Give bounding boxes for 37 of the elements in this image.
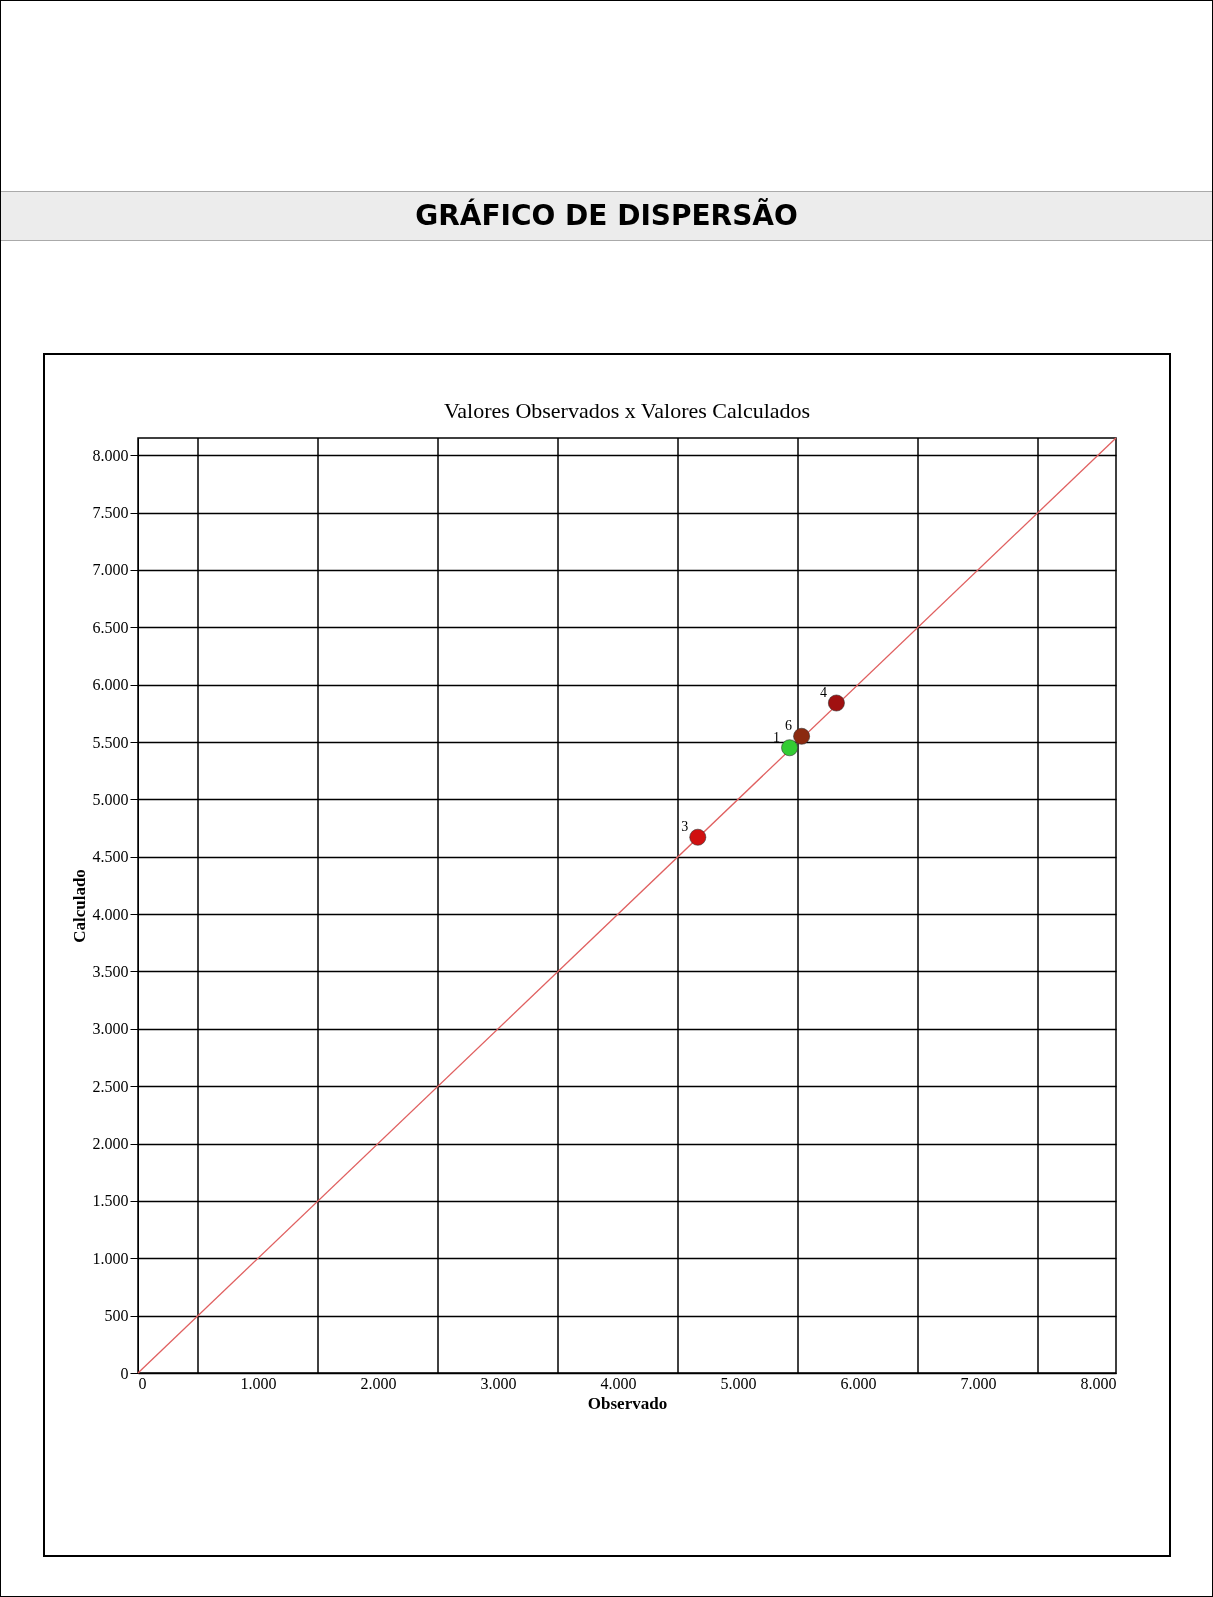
y-tick-label: 5.000 — [92, 790, 129, 808]
y-tick-label: 7.000 — [92, 561, 129, 579]
y-tick-label: 3.500 — [92, 962, 129, 980]
y-tick-label: 3.000 — [92, 1020, 129, 1038]
y-tick-label: 5.500 — [92, 733, 129, 751]
x-tick-label: 3.000 — [480, 1374, 517, 1392]
y-tick-label: 1.500 — [92, 1192, 129, 1210]
annotation: 6 — [785, 718, 793, 734]
y-tick-label: 4.000 — [92, 905, 129, 923]
y-tick-label: 4.500 — [92, 848, 129, 866]
y-axis-title: Calculado — [69, 869, 89, 943]
x-tick-label: 8.000 — [1080, 1374, 1117, 1392]
chart-subtitle: Valores Observados x Valores Calculados — [443, 398, 811, 424]
y-tick-label: 6.000 — [92, 676, 129, 694]
annotation: 1 — [773, 729, 781, 745]
point — [828, 694, 845, 712]
x-tick-label: 0 — [138, 1374, 147, 1392]
point — [781, 739, 798, 757]
y-tick-label: 2.500 — [92, 1077, 129, 1095]
y-tick-label: 6.500 — [92, 618, 129, 636]
x-axis-title: Observado — [587, 1393, 668, 1413]
chart-title: GRÁFICO DE DISPERSÃO — [1, 191, 1212, 241]
x-tick-label: 2.000 — [360, 1374, 397, 1392]
y-tick-label: 500 — [104, 1307, 129, 1325]
y-tick-label: 1.000 — [92, 1249, 129, 1267]
annotation: 3 — [681, 819, 689, 835]
y-tick-label: 8.000 — [92, 446, 129, 464]
x-tick-label: 7.000 — [960, 1374, 997, 1392]
y-tick-label: 2.000 — [92, 1135, 129, 1153]
x-tick-label: 5.000 — [720, 1374, 757, 1392]
y-tick-label: 7.500 — [92, 504, 129, 522]
x-tick-label: 4.000 — [600, 1374, 637, 1392]
annotation: 4 — [819, 685, 827, 701]
point — [793, 727, 810, 745]
point — [689, 828, 707, 846]
x-tick-label: 1.000 — [240, 1374, 277, 1392]
x-tick-label: 6.000 — [840, 1374, 877, 1392]
